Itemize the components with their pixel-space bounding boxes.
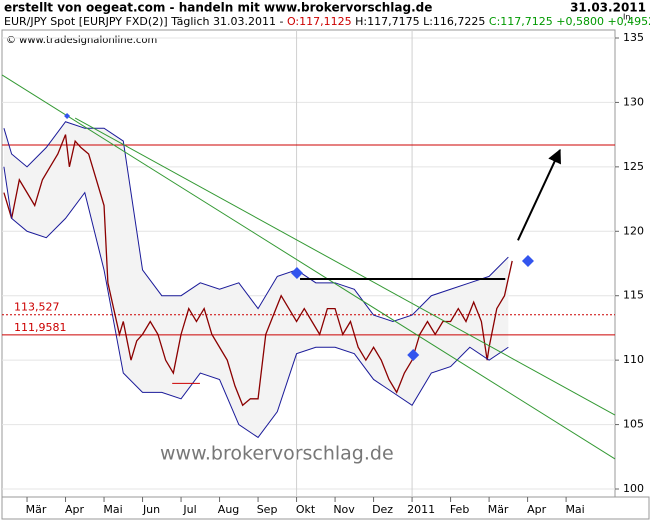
x-tick-label: Apr <box>527 503 547 516</box>
y-tick-label: 105 <box>623 418 644 431</box>
trend-line <box>74 117 616 416</box>
x-tick-label: Dez <box>372 503 393 516</box>
x-tick-label: Nov <box>333 503 355 516</box>
x-tick-label: Mai <box>103 503 122 516</box>
y-tick-label: 130 <box>623 95 644 108</box>
y-tick-label: 100 <box>623 482 644 495</box>
diamond-marker <box>290 267 303 280</box>
x-tick-label: Jul <box>182 503 196 516</box>
x-tick-label: Apr <box>65 503 85 516</box>
price-line <box>3 134 513 407</box>
bollinger-band <box>3 166 509 439</box>
legend-part: EUR/JPY Spot [EURJPY FXD(2)] Täglich 31.… <box>4 15 287 28</box>
watermark: www.brokervorschlag.de <box>160 443 394 465</box>
y-tick-label: 115 <box>623 289 644 302</box>
header-title: erstellt von oegeat.com - handeln mit ww… <box>4 1 432 15</box>
y-tick-label: 110 <box>623 353 644 366</box>
legend-part: H:117,7175 L:116,7225 <box>352 15 489 28</box>
diamond-marker <box>407 348 420 361</box>
header-date: 31.03.2011 <box>570 1 646 15</box>
x-tick-label: Jun <box>142 503 160 516</box>
hline-label: 111,9581 <box>14 321 67 334</box>
legend-text: EUR/JPY Spot [EURJPY FXD(2)] Täglich 31.… <box>4 15 650 28</box>
x-tick-label: Mär <box>488 503 509 516</box>
x-tick-label: 2011 <box>407 503 435 516</box>
copyright: © www.tradesignalonline.com <box>6 35 157 46</box>
y-tick-label: 120 <box>623 224 644 237</box>
y-tick-label: 135 <box>623 31 644 44</box>
x-tick-label: Aug <box>218 503 239 516</box>
diamond-marker <box>64 112 71 119</box>
bollinger-band <box>3 121 509 323</box>
legend-part: C:117,7125 +0,5800 +0,4952% <box>489 15 650 28</box>
x-tick-label: Okt <box>296 503 316 516</box>
legend-part: O:117,1125 <box>287 15 352 28</box>
corner-mark: In <box>623 13 630 22</box>
diamond-marker <box>521 255 534 268</box>
x-tick-label: Mai <box>565 503 584 516</box>
x-tick-label: Sep <box>257 503 278 516</box>
x-tick-label: Feb <box>450 503 469 516</box>
x-tick-label: Mär <box>26 503 47 516</box>
trend-line <box>1 74 616 460</box>
y-tick-label: 125 <box>623 160 644 173</box>
hline-label: 113,527 <box>14 301 60 314</box>
x-axis-frame <box>1 496 650 520</box>
arrow <box>517 148 561 241</box>
